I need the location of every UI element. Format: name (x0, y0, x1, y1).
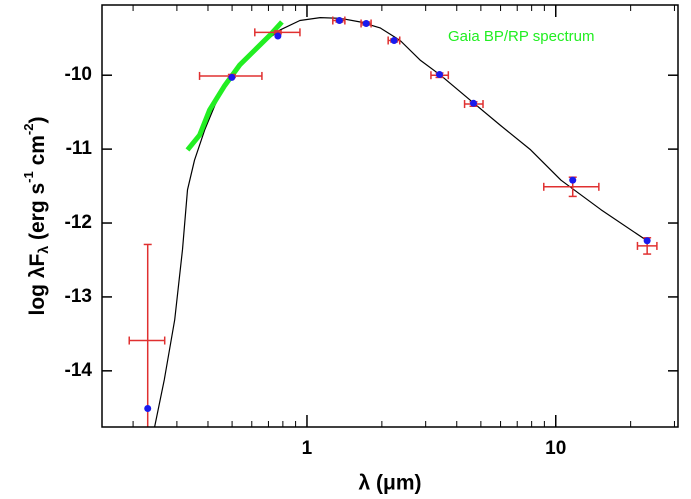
y-axis-label: log λFλ (erg s-1 cm-2) (21, 117, 50, 316)
y-axis-label-part: -2 (21, 124, 36, 136)
model-point (469, 99, 477, 107)
model-point (144, 405, 152, 413)
plot-area (128, 16, 658, 427)
model-point (274, 32, 282, 40)
x-tick-label: 1 (302, 438, 313, 459)
model-point (643, 237, 651, 245)
y-tick-label: -11 (66, 138, 93, 159)
y-tick-label: -13 (65, 286, 92, 307)
y-axis-label-part: ) (26, 117, 49, 124)
model-point (362, 19, 370, 27)
y-tick-label: -14 (65, 360, 93, 381)
y-axis-label-part: (erg s (26, 183, 49, 246)
model-point (335, 17, 343, 25)
y-axis-label-part: λ (35, 246, 51, 254)
y-axis-label-part: log λF (26, 253, 49, 315)
y-tick-label: -10 (65, 64, 92, 85)
x-axis-label: λ (μm) (358, 472, 421, 495)
x-tick-label: 10 (545, 438, 566, 459)
model-point (436, 70, 444, 78)
y-tick-label: -12 (65, 212, 92, 233)
y-axis-label-part: cm (26, 135, 49, 171)
model-point (569, 176, 577, 184)
y-axis-label-part: -1 (21, 171, 36, 183)
model-point (228, 73, 236, 81)
gaia-spectrum (185, 20, 284, 152)
model-point (390, 36, 398, 44)
plot-frame (101, 4, 679, 428)
model-spectrum (154, 17, 648, 427)
annotation: Gaia BP/RP spectrum (448, 28, 594, 45)
